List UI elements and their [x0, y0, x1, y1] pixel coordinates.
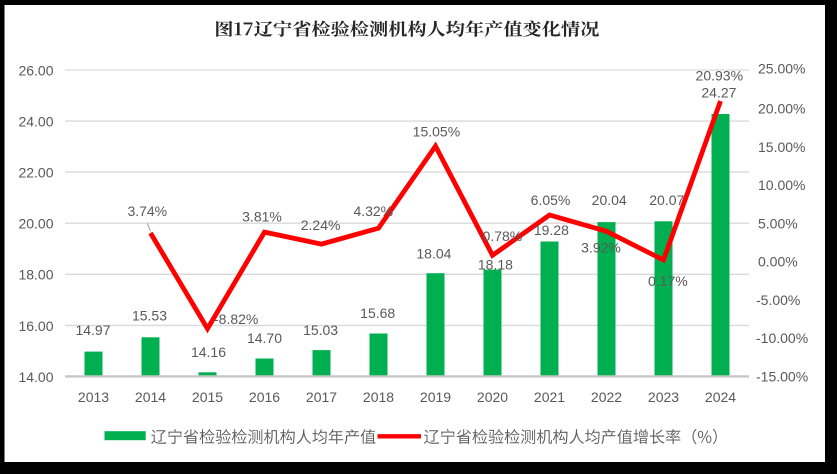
svg-text:14.97: 14.97: [75, 322, 110, 338]
svg-text:19.28: 19.28: [534, 222, 569, 238]
svg-text:20.00%: 20.00%: [758, 101, 805, 117]
svg-text:4.32%: 4.32%: [353, 203, 393, 219]
svg-text:0.78%: 0.78%: [483, 228, 523, 244]
svg-text:14.00: 14.00: [18, 369, 53, 385]
svg-text:-8.82%: -8.82%: [214, 311, 258, 327]
svg-text:18.04: 18.04: [416, 246, 451, 262]
svg-text:24.00: 24.00: [18, 114, 53, 130]
svg-text:2013: 2013: [78, 389, 109, 405]
svg-text:15.03: 15.03: [303, 322, 338, 338]
svg-text:26.00: 26.00: [18, 62, 53, 78]
svg-text:2016: 2016: [249, 389, 280, 405]
svg-text:2020: 2020: [477, 389, 508, 405]
svg-text:2024: 2024: [705, 389, 736, 405]
svg-text:10.00%: 10.00%: [758, 177, 805, 193]
svg-text:2019: 2019: [420, 389, 451, 405]
svg-text:16.00: 16.00: [18, 318, 53, 334]
svg-text:0.00%: 0.00%: [758, 254, 798, 270]
svg-text:14.16: 14.16: [191, 344, 226, 360]
svg-text:2014: 2014: [135, 389, 166, 405]
svg-text:3.92%: 3.92%: [581, 240, 621, 256]
svg-text:3.74%: 3.74%: [127, 203, 167, 219]
svg-text:15.53: 15.53: [132, 308, 167, 324]
svg-text:2021: 2021: [534, 389, 565, 405]
svg-text:-5.00%: -5.00%: [756, 292, 800, 308]
svg-text:-15.00%: -15.00%: [756, 368, 808, 384]
svg-text:3.81%: 3.81%: [242, 209, 282, 225]
svg-text:2015: 2015: [192, 389, 223, 405]
svg-text:20.00: 20.00: [18, 216, 53, 232]
svg-text:0.17%: 0.17%: [648, 273, 688, 289]
svg-text:2018: 2018: [363, 389, 394, 405]
svg-text:18.18: 18.18: [478, 256, 513, 272]
svg-text:18.00: 18.00: [18, 267, 53, 283]
svg-text:20.07: 20.07: [649, 192, 684, 208]
svg-text:15.00%: 15.00%: [758, 139, 805, 155]
svg-text:15.68: 15.68: [360, 305, 395, 321]
svg-text:20.93%: 20.93%: [696, 67, 743, 83]
svg-text:2.24%: 2.24%: [301, 217, 341, 233]
svg-text:5.00%: 5.00%: [758, 215, 798, 231]
svg-text:-10.00%: -10.00%: [756, 330, 808, 346]
svg-text:2023: 2023: [648, 389, 679, 405]
svg-text:20.04: 20.04: [592, 192, 627, 208]
svg-text:24.27: 24.27: [701, 85, 736, 101]
svg-text:2017: 2017: [306, 389, 337, 405]
svg-text:15.05%: 15.05%: [413, 123, 460, 139]
svg-text:2022: 2022: [591, 389, 622, 405]
svg-text:6.05%: 6.05%: [531, 192, 571, 208]
svg-text:25.00%: 25.00%: [758, 60, 805, 76]
svg-text:14.70: 14.70: [247, 330, 282, 346]
svg-text:22.00: 22.00: [18, 165, 53, 181]
